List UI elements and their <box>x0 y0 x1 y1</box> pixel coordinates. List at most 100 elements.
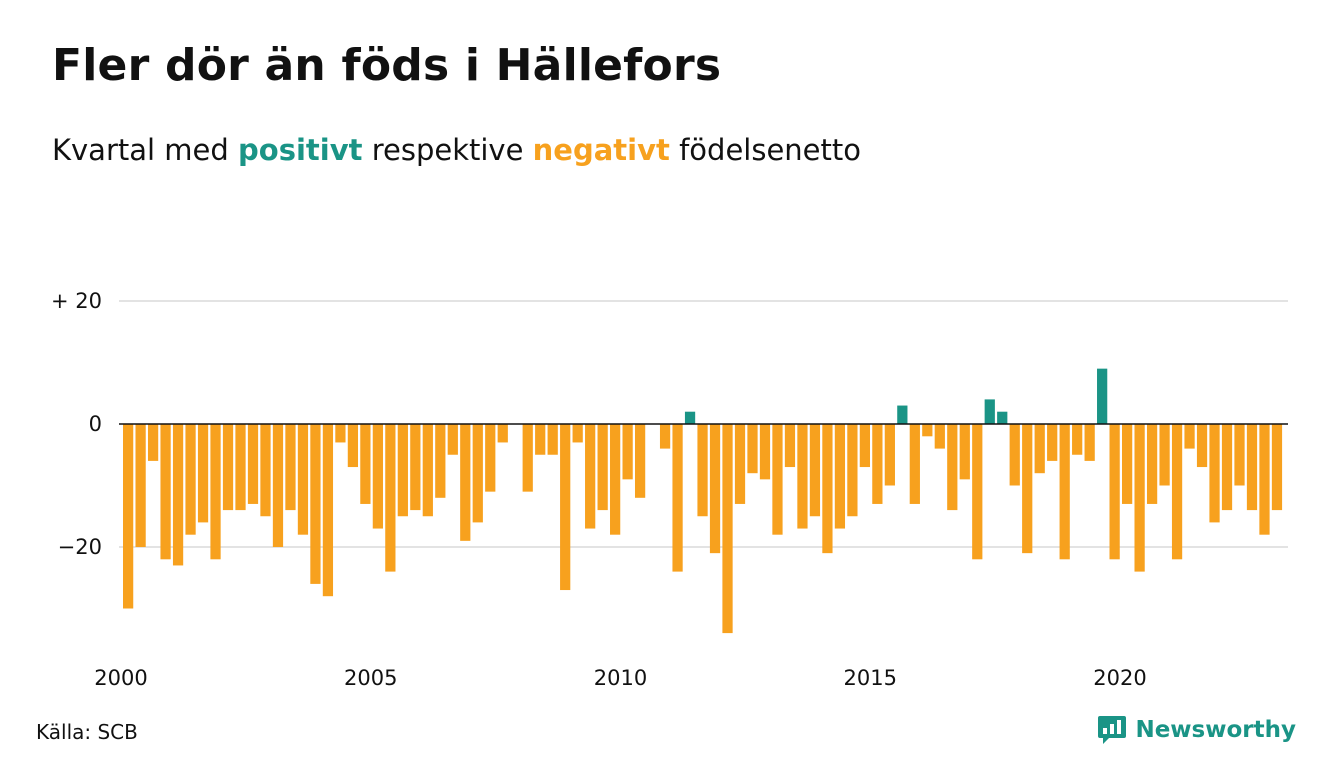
bar-negative <box>972 424 983 560</box>
bar-negative <box>260 424 271 517</box>
bar-negative <box>734 424 746 504</box>
bar-negative <box>397 424 408 517</box>
newsworthy-logo-icon <box>1098 716 1127 744</box>
bar-negative <box>1059 424 1070 560</box>
bar-negative <box>472 424 483 523</box>
bar-negative <box>1259 424 1270 535</box>
bar-negative <box>797 424 808 529</box>
bar-negative <box>285 424 296 511</box>
bar-negative <box>784 424 796 468</box>
bar-positive <box>997 411 1008 424</box>
bar-negative <box>372 424 383 529</box>
bar-negative <box>485 424 496 492</box>
chart-title: Fler dör än föds i Hällefors <box>52 40 722 91</box>
y-tick-label: 0 <box>89 412 102 436</box>
bar-negative <box>147 424 159 461</box>
bar-negative <box>135 424 146 547</box>
bar-negative <box>247 424 259 504</box>
bar-negative <box>123 424 134 609</box>
bar-negative <box>222 424 234 511</box>
brand-logo: Newsworthy <box>1097 714 1296 746</box>
bar-negative <box>197 424 209 523</box>
bar-negative <box>610 424 621 535</box>
x-tick-label: 2020 <box>1093 666 1146 690</box>
bar-negative <box>722 424 733 634</box>
source-note: Källa: SCB <box>36 720 138 744</box>
bar-negative <box>585 424 596 529</box>
bar-negative <box>759 424 771 480</box>
bar-negative <box>385 424 396 572</box>
bar-negative <box>460 424 471 541</box>
bar-negative <box>347 424 359 468</box>
bar-negative <box>522 424 533 492</box>
bar-negative <box>659 424 671 449</box>
bar-negative <box>172 424 184 566</box>
bar-negative <box>297 424 309 535</box>
bar-negative <box>272 424 284 547</box>
bar-negative <box>747 424 758 474</box>
bar-negative <box>547 424 558 455</box>
x-tick-label: 2000 <box>94 666 147 690</box>
bar-negative <box>809 424 821 517</box>
bar-negative <box>1034 424 1045 474</box>
bar-negative <box>672 424 683 572</box>
bar-negative <box>560 424 571 591</box>
bar-negative <box>622 424 633 480</box>
bar-negative <box>310 424 321 584</box>
bar-negative <box>834 424 846 529</box>
bar-negative <box>435 424 446 498</box>
bar-negative <box>1234 424 1245 486</box>
bar-negative <box>1209 424 1220 523</box>
bar-negative <box>634 424 646 498</box>
bar-negative <box>185 424 196 535</box>
bar-negative <box>847 424 858 517</box>
x-tick-label: 2015 <box>844 666 897 690</box>
bar-negative <box>909 424 920 504</box>
bar-negative <box>235 424 246 511</box>
subtitle-middle: respektive <box>371 133 524 167</box>
bar-negative <box>922 424 933 437</box>
bar-negative <box>959 424 970 480</box>
bar-negative <box>859 424 871 468</box>
bar-negative <box>1159 424 1170 486</box>
bar-negative <box>422 424 433 517</box>
bar-negative <box>160 424 171 560</box>
bar-positive <box>897 405 908 424</box>
chart-subtitle: Kvartal med positivt respektive negativt… <box>52 133 861 167</box>
bar-negative <box>884 424 895 486</box>
bar-negative <box>1009 424 1020 486</box>
bar-negative <box>535 424 546 455</box>
bar-chart: + 20 0 −20 2000 2005 2010 2015 2020 <box>51 289 1288 690</box>
bar-negative <box>822 424 833 554</box>
y-tick-label: + 20 <box>51 289 102 313</box>
bar-negative <box>410 424 421 511</box>
bar-negative <box>1134 424 1145 572</box>
bar-negative <box>360 424 371 504</box>
bar-negative <box>947 424 958 511</box>
bar-negative <box>1221 424 1233 511</box>
bar-negative <box>934 424 945 449</box>
bar-negative <box>1109 424 1120 560</box>
bar-negative <box>1122 424 1133 504</box>
bar-positive <box>684 411 696 424</box>
bar-negative <box>1271 424 1283 511</box>
bar-negative <box>1184 424 1195 449</box>
bar-positive <box>1097 368 1108 424</box>
subtitle-negative-word: negativt <box>532 133 670 167</box>
bar-negative <box>597 424 608 511</box>
bar-positive <box>984 399 995 424</box>
bar-negative <box>709 424 721 554</box>
bar-negative <box>447 424 458 455</box>
subtitle-suffix: födelsenetto <box>679 133 861 167</box>
x-tick-label: 2010 <box>594 666 647 690</box>
bar-negative <box>697 424 708 517</box>
bar-negative <box>335 424 346 443</box>
subtitle-prefix: Kvartal med <box>52 133 229 167</box>
bar-negative <box>497 424 508 443</box>
bar-negative <box>1047 424 1058 461</box>
bar-negative <box>1072 424 1083 455</box>
bar-negative <box>1196 424 1208 468</box>
bar-negative <box>772 424 783 535</box>
bar-negative <box>1084 424 1095 461</box>
bar-negative <box>1171 424 1183 560</box>
